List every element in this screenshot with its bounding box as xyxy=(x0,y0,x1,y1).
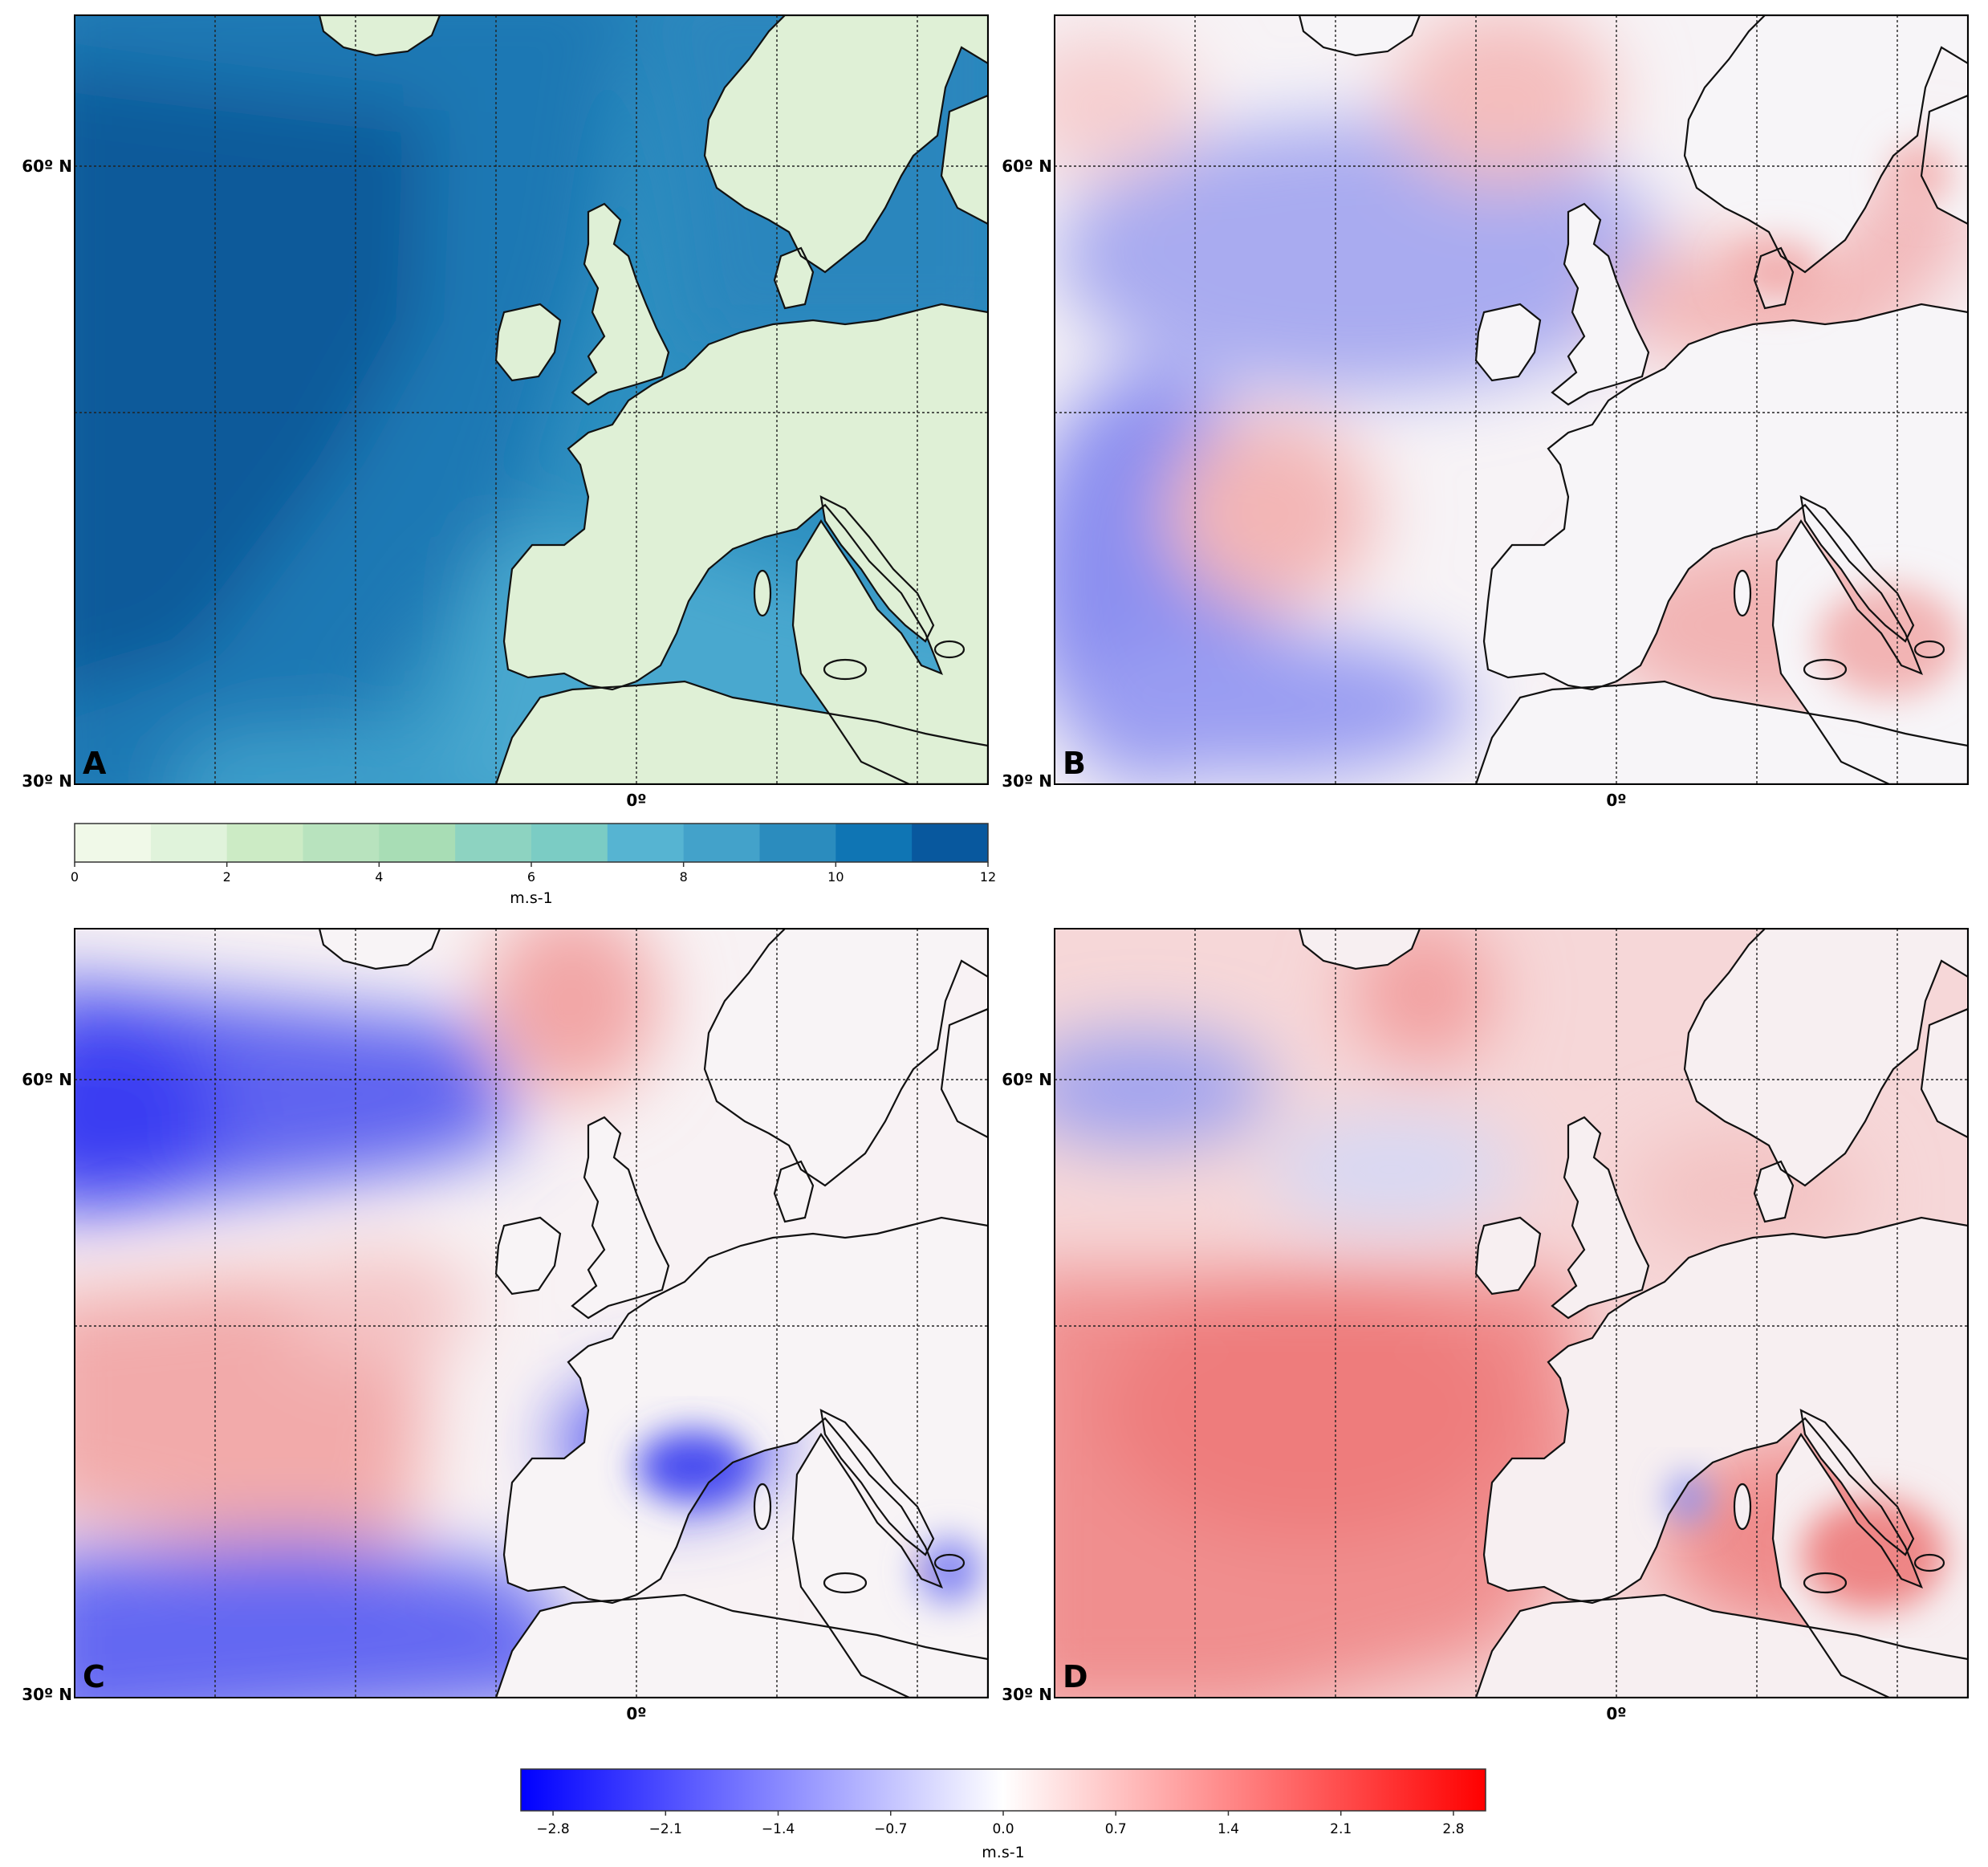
colorbar-sequential-cell xyxy=(683,824,760,862)
lat-label-60n-c: 60º N xyxy=(22,1070,72,1089)
colorbar-sequential-cell xyxy=(912,824,989,862)
lat-label-30n-c: 30º N xyxy=(22,1685,72,1704)
colorbar-sequential-tick-label: 10 xyxy=(827,869,844,885)
colorbar-diverging-gradient xyxy=(520,1768,1486,1812)
lon-label-0-a: 0º xyxy=(626,791,646,810)
lat-label-30n-a: 30º N xyxy=(22,771,72,791)
lat-label-30n-b: 30º N xyxy=(1002,771,1052,791)
lat-label-30n-d: 30º N xyxy=(1002,1685,1052,1704)
colorbar-diverging-tick-label: 1.4 xyxy=(1218,1821,1239,1837)
colorbar-sequential-cell xyxy=(531,824,608,862)
colorbar-sequential-tick-label: 2 xyxy=(223,869,231,885)
colorbar-sequential-cell xyxy=(759,824,836,862)
lon-label-0-d: 0º xyxy=(1606,1704,1626,1723)
colorbar-sequential-tick-label: 6 xyxy=(527,869,535,885)
colorbar-sequential-cell xyxy=(379,824,456,862)
colorbar-diverging-tick-label: −2.8 xyxy=(536,1821,569,1837)
panel-d: D xyxy=(1054,928,1969,1698)
colorbar-sequential-cell xyxy=(150,824,228,862)
colorbar-sequential-cell xyxy=(455,824,532,862)
panel-label-a: A xyxy=(83,746,107,781)
colorbar-sequential-cell xyxy=(303,824,380,862)
colorbar-sequential-unit: m.s-1 xyxy=(510,889,552,907)
colorbar-sequential-cell xyxy=(226,824,303,862)
colorbar-diverging-tick-label: −2.1 xyxy=(649,1821,682,1837)
colorbar-sequential-tick-label: 4 xyxy=(375,869,383,885)
colorbar-sequential-cell xyxy=(607,824,685,862)
colorbar-diverging-tick-label: 0.7 xyxy=(1105,1821,1127,1837)
colorbar-diverging-unit: m.s-1 xyxy=(982,1844,1024,1861)
colorbar-sequential: 0 2 4 6 8 10 12 m.s-1 xyxy=(71,823,996,907)
panel-a: A xyxy=(74,14,989,785)
colorbar-diverging: −2.8 −2.1 −1.4 −0.7 0.0 0.7 1.4 2.1 2.8 m.s-1 xyxy=(520,1768,1486,1861)
lat-label-60n-b: 60º N xyxy=(1002,157,1052,176)
panel-label-b: B xyxy=(1063,746,1086,781)
colorbar-sequential-ticks: 0 2 4 6 8 10 12 xyxy=(71,862,996,885)
colorbar-diverging-tick-label: −1.4 xyxy=(762,1821,795,1837)
lat-label-60n-a: 60º N xyxy=(22,157,72,176)
panel-label-c: C xyxy=(83,1659,105,1694)
colorbar-sequential-cells xyxy=(75,824,989,862)
colorbar-diverging-ticks: −2.8 −2.1 −1.4 −0.7 0.0 0.7 1.4 2.1 2.8 xyxy=(536,1811,1464,1837)
colorbar-sequential-cell xyxy=(75,824,152,862)
panel-b: B xyxy=(1054,14,1969,785)
colorbar-diverging-tick-label: 0.0 xyxy=(992,1821,1014,1837)
lon-label-0-c: 0º xyxy=(626,1704,646,1723)
colorbar-diverging-tick-label: −0.7 xyxy=(874,1821,907,1837)
colorbar-diverging-tick-label: 2.8 xyxy=(1442,1821,1464,1837)
lat-label-60n-d: 60º N xyxy=(1002,1070,1052,1089)
panel-label-d: D xyxy=(1063,1659,1088,1694)
colorbar-sequential-tick-label: 0 xyxy=(71,869,79,885)
lon-label-0-b: 0º xyxy=(1606,791,1626,810)
colorbar-diverging-tick-label: 2.1 xyxy=(1330,1821,1352,1837)
colorbar-sequential-cell xyxy=(835,824,913,862)
colorbar-sequential-tick-label: 8 xyxy=(680,869,688,885)
panel-c: C xyxy=(74,928,989,1698)
colorbar-sequential-tick-label: 12 xyxy=(980,869,996,885)
